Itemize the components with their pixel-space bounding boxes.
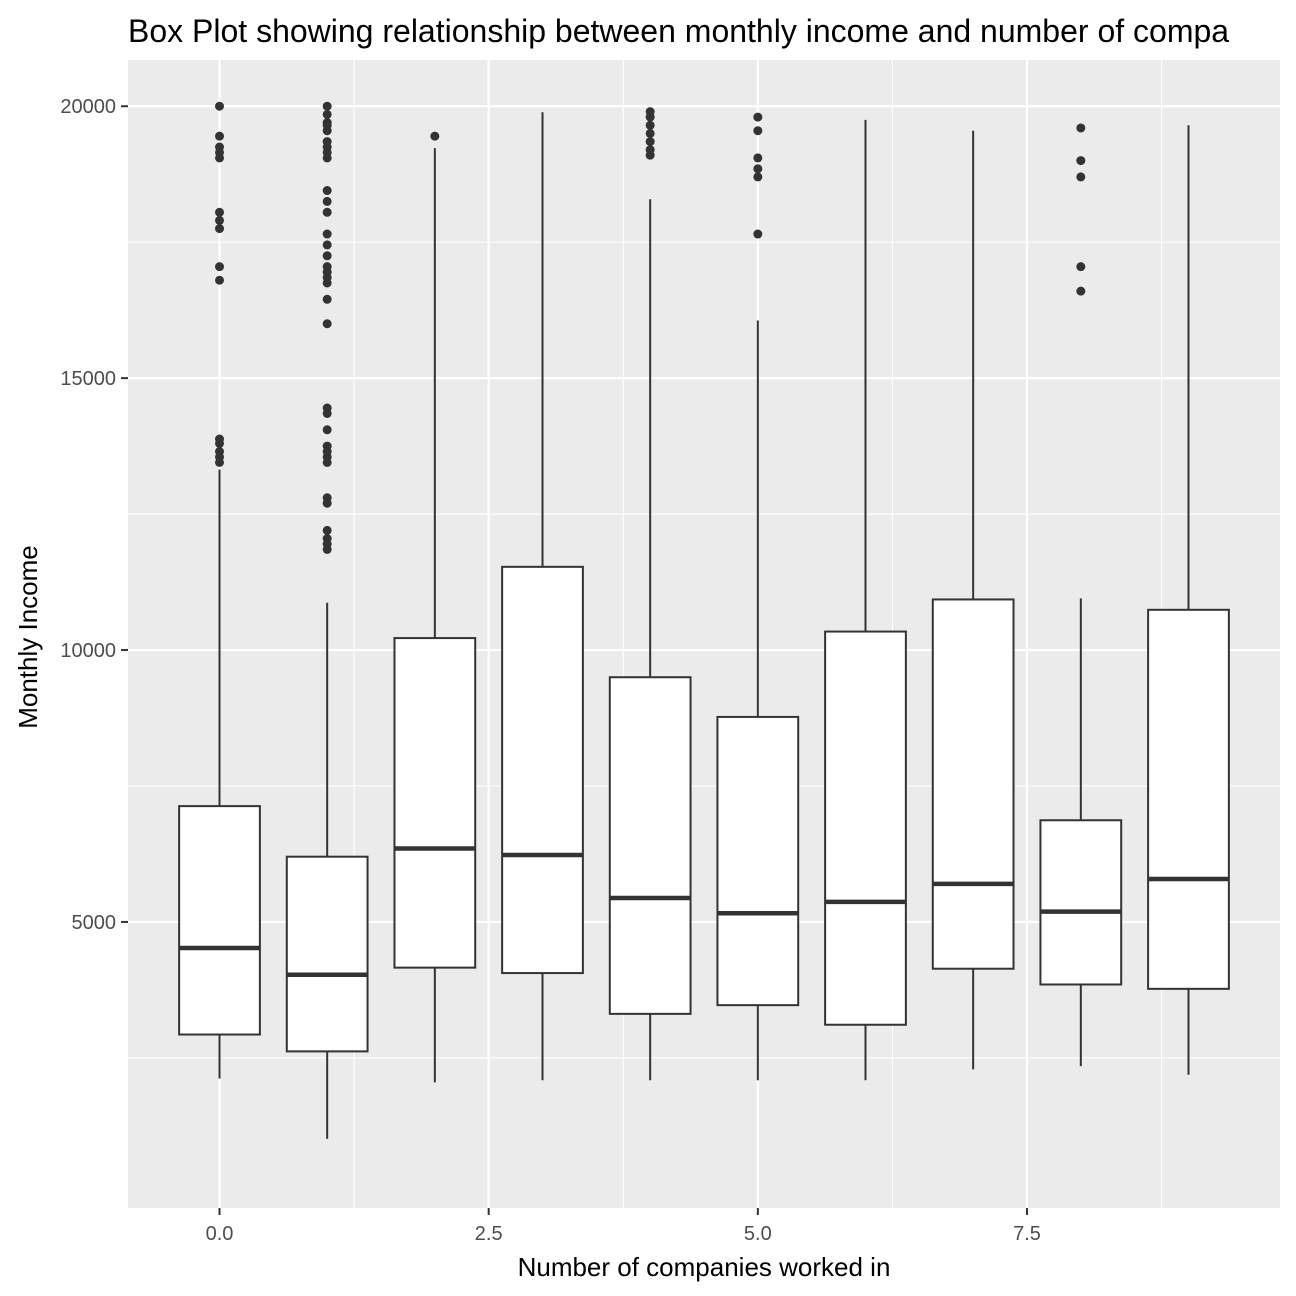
boxes-layer xyxy=(178,101,1230,1139)
chart-title: Box Plot showing relationship between mo… xyxy=(128,13,1229,49)
x-tick-label: 2.5 xyxy=(475,1223,503,1245)
outlier-point xyxy=(215,434,225,444)
outlier-point xyxy=(322,196,332,206)
box-iqr xyxy=(608,676,692,1015)
outlier-point xyxy=(322,294,332,304)
box-group xyxy=(1039,123,1123,1067)
box-iqr xyxy=(716,715,800,1007)
x-tick-label: 0.0 xyxy=(206,1223,234,1245)
outlier-point xyxy=(753,164,763,174)
box-group xyxy=(285,101,369,1139)
box-iqr xyxy=(393,637,477,969)
outlier-point xyxy=(322,101,332,111)
outlier-point xyxy=(215,215,225,225)
outlier-point xyxy=(1076,156,1086,166)
outlier-point xyxy=(322,262,332,272)
y-tick-label: 5000 xyxy=(72,912,117,934)
outlier-point xyxy=(645,107,655,117)
minor-gridlines-y xyxy=(128,241,1280,1059)
box-group xyxy=(501,112,584,1081)
outlier-point xyxy=(215,207,225,217)
outlier-point xyxy=(322,441,332,451)
outlier-point xyxy=(753,229,763,239)
box-group xyxy=(931,130,1015,1070)
outlier-point xyxy=(322,137,332,147)
x-axis-title: Number of companies worked in xyxy=(518,1252,891,1282)
outlier-point xyxy=(215,142,225,152)
outlier-point xyxy=(430,131,440,141)
y-axis-title: Monthly Income xyxy=(13,545,43,729)
outlier-point xyxy=(753,126,763,136)
outlier-point xyxy=(322,240,332,250)
outlier-point xyxy=(753,153,763,163)
box-iqr xyxy=(501,565,584,975)
box-group xyxy=(393,131,477,1083)
outlier-point xyxy=(645,137,655,147)
box-group xyxy=(178,101,261,1079)
outlier-point xyxy=(1076,286,1086,296)
box-iqr xyxy=(285,855,369,1053)
outlier-point xyxy=(215,275,225,285)
y-axis-ticks: 5000 10000 15000 20000 xyxy=(60,96,128,934)
outlier-point xyxy=(322,493,332,503)
x-tick-label: 5.0 xyxy=(744,1223,772,1245)
outlier-point xyxy=(645,120,655,130)
outlier-point xyxy=(215,224,225,234)
outlier-point xyxy=(322,229,332,239)
box-group xyxy=(1147,125,1230,1075)
box-iqr xyxy=(178,805,261,1036)
outlier-point xyxy=(322,403,332,413)
outlier-point xyxy=(215,447,225,457)
outlier-point xyxy=(322,425,332,435)
outlier-point xyxy=(753,172,763,182)
box-group xyxy=(608,107,692,1081)
outlier-point xyxy=(1076,262,1086,272)
outlier-point xyxy=(1076,172,1086,182)
outlier-point xyxy=(322,118,332,128)
outlier-point xyxy=(1076,123,1086,133)
outlier-point xyxy=(753,112,763,122)
outlier-point xyxy=(645,145,655,155)
outlier-point xyxy=(215,131,225,141)
outlier-point xyxy=(322,525,332,535)
outlier-point xyxy=(322,207,332,217)
outlier-point xyxy=(322,319,332,329)
box-group xyxy=(716,112,800,1081)
outlier-point xyxy=(322,251,332,261)
outlier-point xyxy=(322,186,332,196)
box-iqr xyxy=(824,630,907,1026)
x-axis-ticks: 0.0 2.5 5.0 7.5 xyxy=(206,1208,1041,1245)
outlier-point xyxy=(322,109,332,119)
outlier-point xyxy=(215,101,225,111)
y-tick-label: 10000 xyxy=(60,640,116,662)
box-iqr xyxy=(931,598,1015,970)
box-iqr xyxy=(1039,819,1123,986)
outlier-point xyxy=(645,128,655,138)
outlier-point xyxy=(322,534,332,544)
box-group xyxy=(824,119,907,1081)
x-tick-label: 7.5 xyxy=(1013,1223,1041,1245)
y-tick-label: 20000 xyxy=(60,96,116,118)
box-iqr xyxy=(1147,608,1230,990)
outlier-point xyxy=(215,262,225,272)
y-tick-label: 15000 xyxy=(60,368,116,390)
